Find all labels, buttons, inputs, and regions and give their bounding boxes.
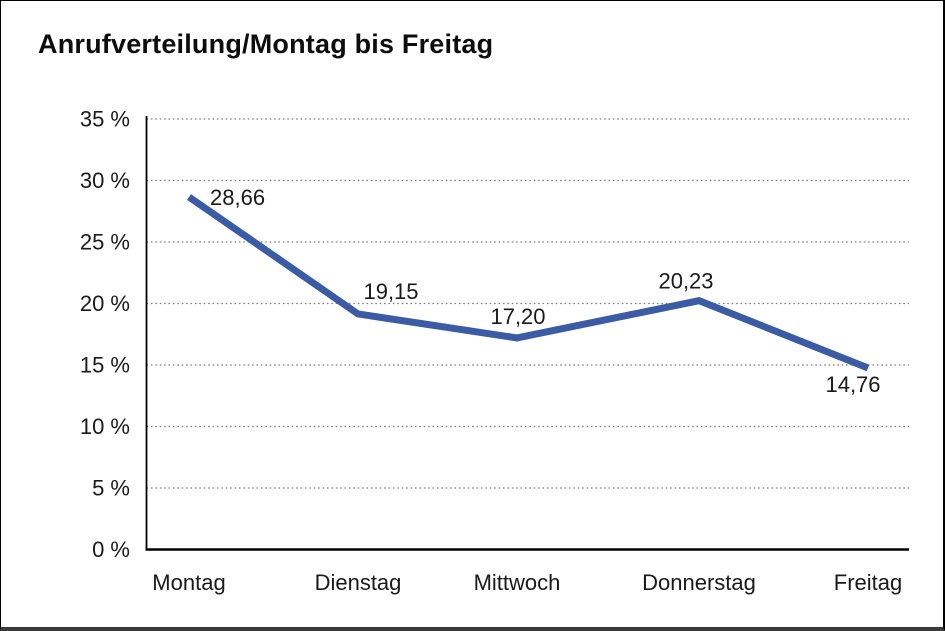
data-point-label: 19,15 [363,279,418,304]
data-point-label: 17,20 [490,304,545,329]
data-point-label: 14,76 [825,372,880,397]
y-tick-label: 0 % [92,537,130,562]
x-tick-label: Montag [152,570,225,595]
y-tick-label: 20 % [80,291,130,316]
x-tick-label: Freitag [834,570,902,595]
y-tick-label: 15 % [80,353,130,378]
y-tick-label: 5 % [92,476,130,501]
y-tick-label: 25 % [80,230,130,255]
y-tick-label: 10 % [80,414,130,439]
y-tick-label: 30 % [80,168,130,193]
x-tick-label: Donnerstag [642,570,756,595]
data-point-label: 20,23 [658,269,713,294]
x-tick-label: Dienstag [315,570,402,595]
x-tick-label: Mittwoch [474,570,561,595]
data-point-label: 28,66 [210,185,265,210]
chart-title: Anrufverteilung/Montag bis Freitag [38,29,494,59]
y-tick-label: 35 % [80,107,130,132]
data-line [187,194,870,372]
